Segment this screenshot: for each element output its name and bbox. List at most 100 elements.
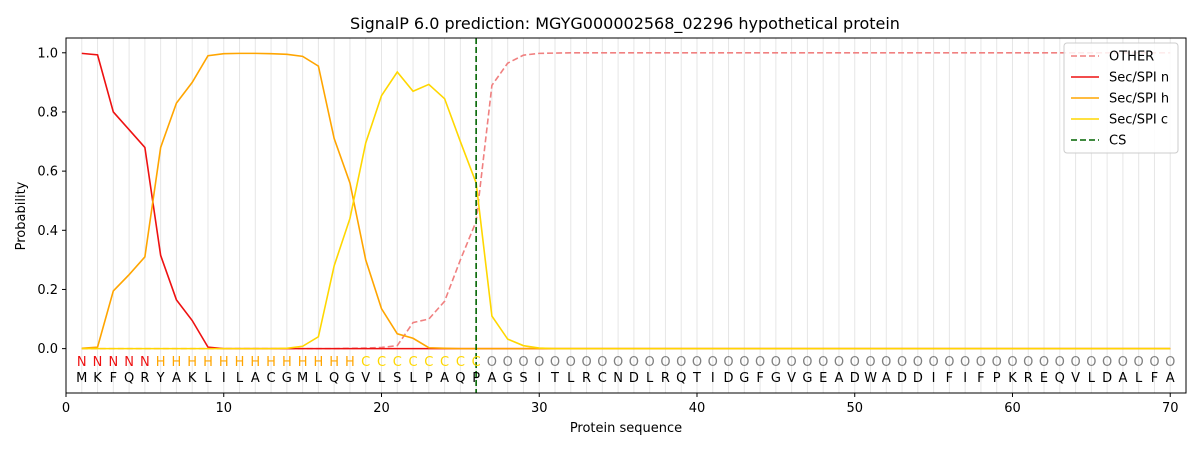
x-tick-label: 30 [531, 401, 548, 416]
residue-label: K [1008, 371, 1017, 386]
residue-label: T [692, 371, 701, 386]
residue-label: L [236, 371, 244, 386]
region-label: C [377, 355, 386, 370]
residue-label: I [222, 371, 226, 386]
region-label: N [108, 355, 118, 370]
x-tick-label: 20 [373, 401, 390, 416]
residue-label: D [913, 371, 923, 386]
series-lines [81, 38, 1171, 393]
y-tick-label: 1.0 [37, 46, 58, 61]
residue-label: L [646, 371, 654, 386]
residue-label: N [613, 371, 623, 386]
residue-label: Q [124, 371, 134, 386]
region-label: O [802, 355, 812, 370]
region-label: O [787, 355, 797, 370]
region-label: O [1134, 355, 1144, 370]
region-label: O [503, 355, 513, 370]
region-label: O [629, 355, 639, 370]
region-label: N [77, 355, 87, 370]
region-label: O [645, 355, 655, 370]
residue-label: L [378, 371, 386, 386]
residue-label: L [1088, 371, 1096, 386]
x-tick-label: 50 [846, 401, 863, 416]
region-label: O [1007, 355, 1017, 370]
region-label: O [692, 355, 702, 370]
legend-label: Sec/SPI h [1109, 92, 1169, 107]
region-label: O [976, 355, 986, 370]
grid-lines [81, 38, 1171, 393]
region-label: C [424, 355, 433, 370]
region-label: O [897, 355, 907, 370]
residue-label: P [993, 371, 1001, 386]
x-tick-label: 40 [689, 401, 706, 416]
residue-label: G [503, 371, 513, 386]
region-label: C [409, 355, 418, 370]
residue-label: C [598, 371, 607, 386]
region-label: O [834, 355, 844, 370]
residue-label: K [93, 371, 102, 386]
region-label: N [93, 355, 103, 370]
residue-label: F [756, 371, 763, 386]
y-tick-label: 0.0 [37, 342, 58, 357]
y-tick-label: 0.2 [37, 283, 58, 298]
residue-label: Q [1055, 371, 1065, 386]
y-axis-label: Probability [14, 181, 29, 250]
region-label: O [708, 355, 718, 370]
region-label: O [960, 355, 970, 370]
legend-label: CS [1109, 134, 1126, 149]
residue-label: G [802, 371, 812, 386]
sequence-annotations: NMNKNFNQNRHYHAHKHLHIHLHAHCHGHMHLHQHGCVCL… [76, 355, 1175, 386]
y-tick-label: 0.4 [37, 224, 58, 239]
region-label: O [913, 355, 923, 370]
residue-label: L [315, 371, 323, 386]
region-label: O [928, 355, 938, 370]
residue-label: D [724, 371, 734, 386]
residue-label: E [1040, 371, 1048, 386]
legend: OTHER Sec/SPI n Sec/SPI h Sec/SPI c CS [1063, 42, 1179, 154]
region-label: O [487, 355, 497, 370]
residue-label: G [739, 371, 749, 386]
residue-label: D [897, 371, 907, 386]
residue-label: Q [455, 371, 465, 386]
axes: 0 10 20 30 40 50 60 70 0.0 0.2 0.4 0.6 0.8 1.0 [37, 46, 1178, 416]
region-label: O [1055, 355, 1065, 370]
residue-label: V [361, 371, 370, 386]
residue-label: M [76, 371, 87, 386]
region-label: O [723, 355, 733, 370]
region-label: N [124, 355, 134, 370]
residue-label: Y [156, 371, 165, 386]
legend-label: OTHER [1109, 50, 1154, 65]
residue-label: A [1166, 371, 1175, 386]
residue-label: D [1102, 371, 1112, 386]
region-label: O [1023, 355, 1033, 370]
region-label: O [755, 355, 765, 370]
region-label: O [1086, 355, 1096, 370]
residue-label: Q [676, 371, 686, 386]
plot-frame [65, 37, 1187, 394]
residue-label: L [409, 371, 417, 386]
residue-label: A [882, 371, 891, 386]
region-label: H [298, 355, 308, 370]
residue-label: T [550, 371, 559, 386]
region-label: O [1149, 355, 1159, 370]
region-label: O [518, 355, 528, 370]
region-label: H [345, 355, 355, 370]
region-label: C [361, 355, 370, 370]
series-line-other [81, 51, 1171, 350]
residue-label: F [977, 371, 984, 386]
series-line-sec-spi-n [81, 52, 1171, 350]
residue-label: G [345, 371, 355, 386]
residue-label: M [297, 371, 308, 386]
residue-label: I [963, 371, 967, 386]
residue-label: A [1118, 371, 1127, 386]
region-label: O [676, 355, 686, 370]
region-label: O [1165, 355, 1175, 370]
residue-label: R [1024, 371, 1033, 386]
x-tick-label: 60 [1004, 401, 1021, 416]
residue-label: L [1135, 371, 1143, 386]
region-label: H [235, 355, 245, 370]
region-label: H [282, 355, 292, 370]
residue-label: S [393, 371, 401, 386]
residue-label: Q [329, 371, 339, 386]
region-label: H [219, 355, 229, 370]
